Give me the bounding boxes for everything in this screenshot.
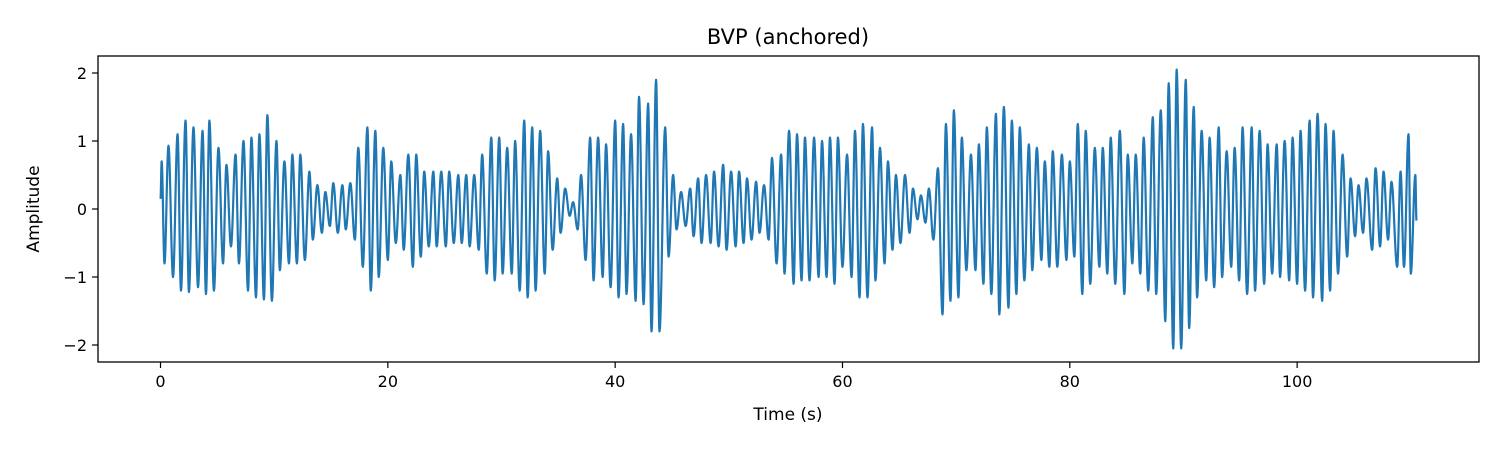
x-axis-label: Time (s) [752,405,822,425]
y-tick-label: −1 [63,268,87,287]
y-tick-label: 0 [77,200,87,219]
series-line-0 [159,68,1418,350]
y-tick-label: −2 [63,336,87,355]
line-layer [159,68,1418,350]
x-tick-label: 20 [378,372,398,391]
x-axis-ticks: 0 20 40 60 80 100 [155,362,1312,391]
y-axis-ticks: −2 −1 0 1 2 [63,64,98,355]
plot-frame [97,55,1480,363]
plot-area [98,56,1479,362]
y-axis-label: Amplitude [24,165,44,252]
y-tick-label: 1 [77,132,87,151]
y-tick-label: 2 [77,64,87,83]
chart-title: BVP (anchored) [707,25,869,49]
x-tick-label: 100 [1282,372,1313,391]
x-tick-label: 0 [155,372,165,391]
x-tick-label: 40 [605,372,625,391]
x-tick-label: 80 [1060,372,1080,391]
x-tick-label: 60 [832,372,852,391]
